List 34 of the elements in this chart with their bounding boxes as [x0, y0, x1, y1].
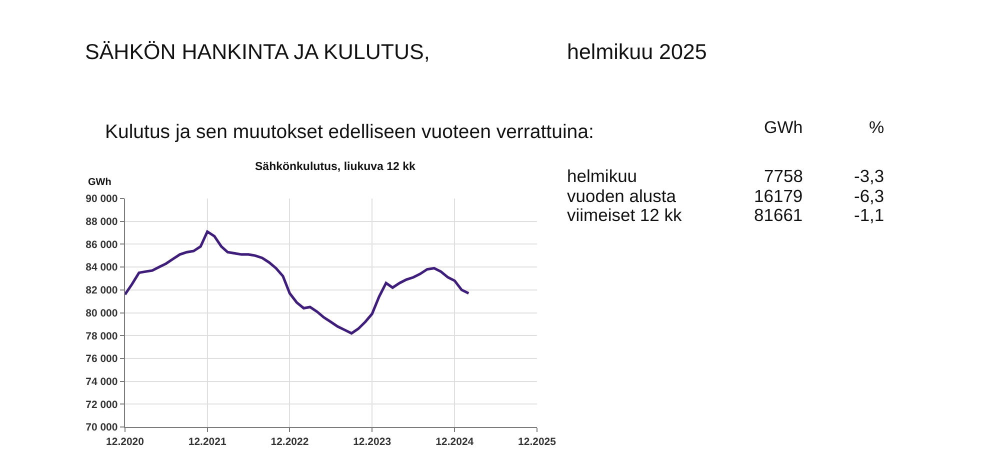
- text: 81661: [754, 205, 803, 225]
- text: GWh: [764, 118, 803, 137]
- y-axis-title: GWh: [88, 177, 112, 188]
- x-tick-label: 12.2025: [518, 436, 556, 448]
- text: SÄHKÖN HANKINTA JA KULUTUS,: [85, 40, 430, 64]
- x-tick-label: 12.2024: [436, 436, 474, 448]
- text: 7758: [764, 166, 803, 186]
- x-tick-label: 12.2022: [270, 436, 309, 448]
- y-tick-label: 76 000: [86, 353, 118, 366]
- text: vuoden alusta: [567, 186, 676, 206]
- x-tick-label: 12.2021: [188, 436, 226, 448]
- y-tick-label: 84 000: [86, 262, 118, 274]
- y-tick-label: 78 000: [86, 330, 118, 342]
- line-series: [125, 230, 470, 335]
- y-tick-label: 82 000: [86, 284, 118, 297]
- text: 16179: [754, 186, 803, 206]
- text: helmikuu: [567, 166, 638, 186]
- text: %: [869, 118, 884, 137]
- y-tick-label: 74 000: [86, 376, 118, 388]
- text: Kulutus ja sen muutokset edelliseen vuoteen verrattuina:: [105, 121, 594, 143]
- y-tick-label: 90 000: [86, 193, 118, 206]
- x-tick-label: 12.2023: [353, 436, 392, 448]
- text: -6,3: [854, 186, 884, 206]
- y-tick-label: 72 000: [86, 398, 118, 411]
- text: -1,1: [854, 205, 884, 225]
- text: viimeiset 12 kk: [567, 205, 682, 225]
- y-tick-label: 70 000: [86, 422, 118, 434]
- x-tick-label: 12.2020: [106, 436, 144, 448]
- y-tick-label: 80 000: [86, 307, 118, 320]
- text: -3,3: [854, 166, 884, 186]
- chart-title: Sähkönkulutus, liukuva 12 kk: [255, 161, 416, 173]
- y-tick-label: 86 000: [86, 238, 118, 251]
- text: helmikuu 2025: [567, 40, 707, 64]
- y-tick-label: 88 000: [86, 216, 118, 228]
